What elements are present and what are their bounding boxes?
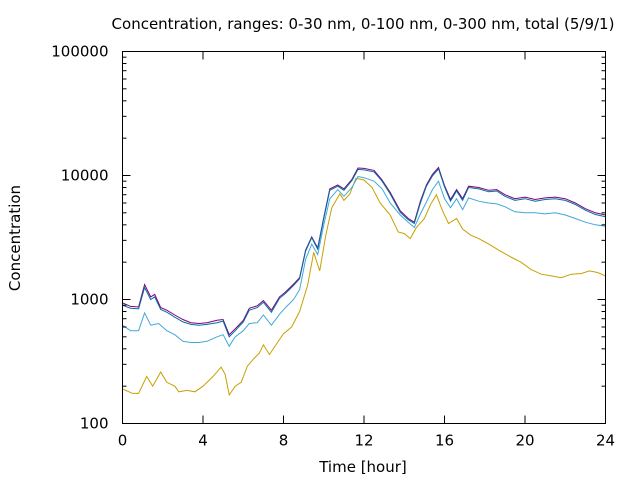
x-tick-label: 24 [596, 432, 615, 450]
series-line-2 [122, 176, 606, 348]
x-tick-label: 4 [198, 432, 208, 450]
y-axis-label: Concentration [6, 185, 24, 291]
series-layer [122, 166, 606, 397]
y-tick-label: 100000 [51, 43, 108, 61]
x-tick-label: 20 [515, 432, 534, 450]
x-tick-label: 12 [354, 432, 373, 450]
x-tick-label: 16 [435, 432, 454, 450]
series-line-3 [122, 166, 606, 336]
plot-frame [122, 51, 606, 424]
series-line-1 [122, 177, 606, 397]
chart-title: Concentration, ranges: 0-30 nm, 0-100 nm… [112, 15, 615, 33]
x-tick-label: 0 [118, 432, 128, 450]
y-tick-label: 100 [80, 415, 109, 433]
y-tick-label: 10000 [61, 167, 109, 185]
y-tick-label: 1000 [70, 291, 108, 309]
x-tick-label: 8 [279, 432, 289, 450]
series-line-4 [122, 167, 606, 338]
x-axis-label: Time [hour] [318, 458, 407, 476]
tick-layer: 0 4 8 12 16 20 24 100 1000 10000 100000 [51, 43, 615, 450]
